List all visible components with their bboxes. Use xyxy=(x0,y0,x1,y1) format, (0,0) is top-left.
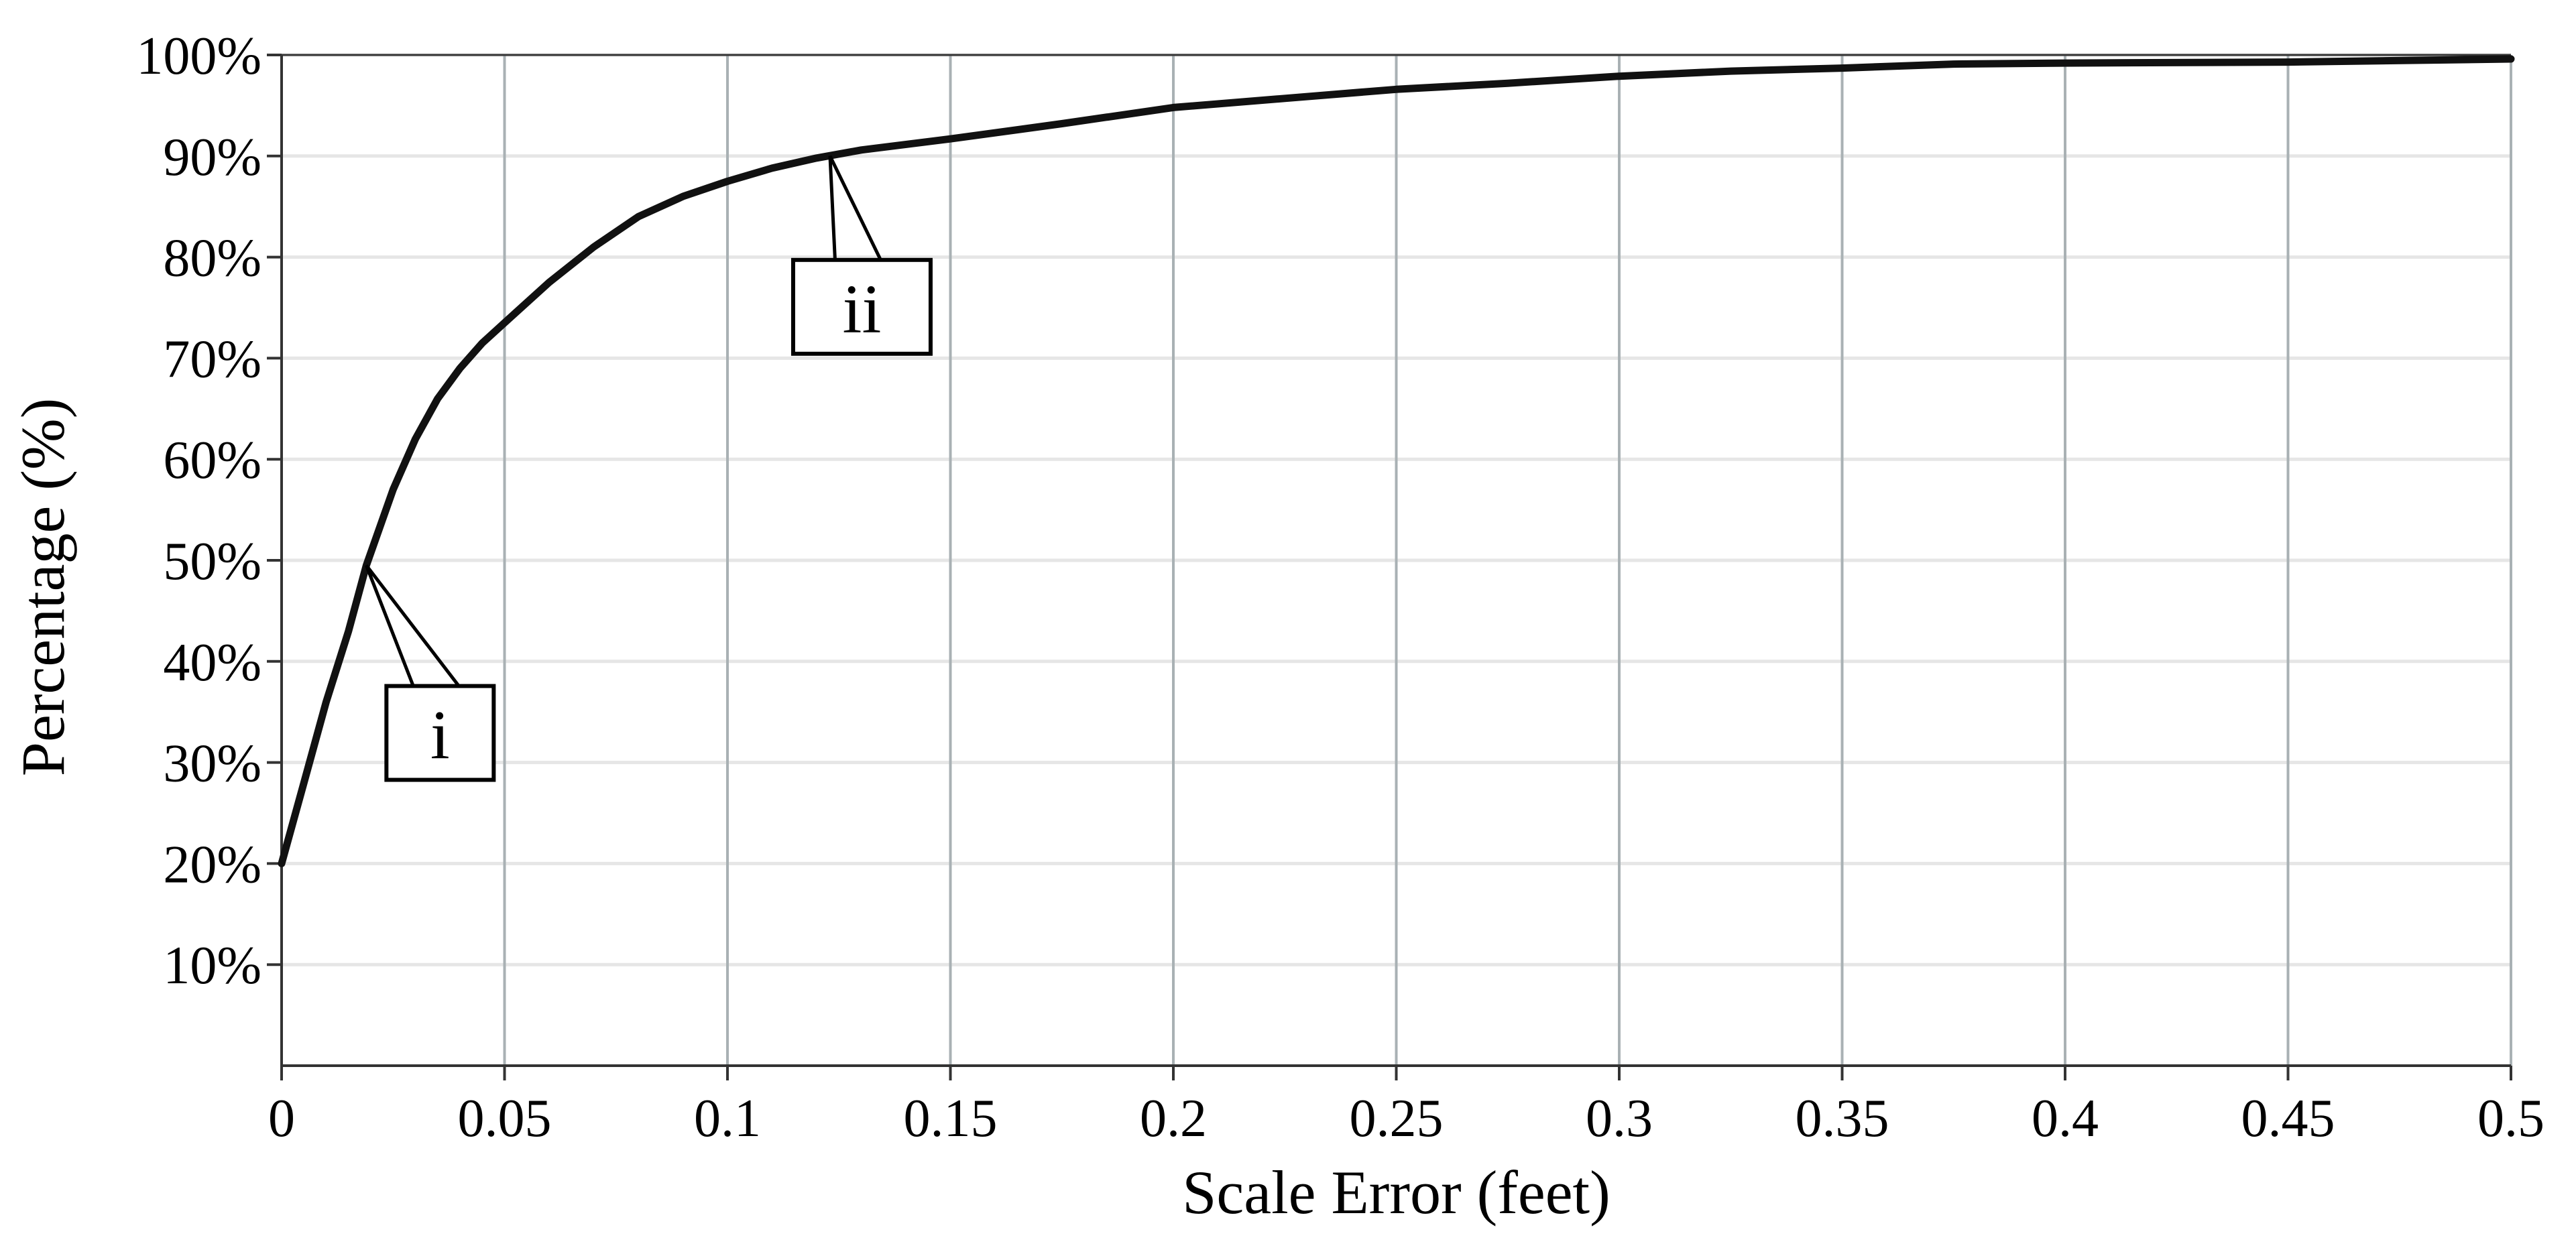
tick-labels: 10% 20% 30% 40% 50% 60% 70% 80% 90% 100% 0 0.05 0.1 0… xyxy=(136,27,2544,1148)
x-tick-label: 0.2 xyxy=(1140,1089,1207,1148)
x-tick-label: 0.1 xyxy=(694,1089,761,1148)
y-tick-label: 20% xyxy=(163,835,261,894)
y-tick-label: 60% xyxy=(163,431,261,490)
annotation-pointer xyxy=(365,564,461,688)
annotation-pointer xyxy=(828,155,882,261)
y-tick-label: 100% xyxy=(136,27,261,86)
y-tick-label: 80% xyxy=(163,229,261,288)
x-axis-title: Scale Error (feet) xyxy=(1182,1158,1610,1227)
y-tick-label: 90% xyxy=(163,128,261,187)
x-tick-label: 0.4 xyxy=(2032,1089,2099,1148)
y-tick-label: 70% xyxy=(163,330,261,389)
annotation-box xyxy=(384,684,496,782)
x-tick-label: 0.25 xyxy=(1350,1089,1444,1148)
y-tick-label: 40% xyxy=(163,633,261,692)
x-tick-label: 0.15 xyxy=(904,1089,998,1148)
y-tick-label: 50% xyxy=(163,532,261,591)
annotation-label: i xyxy=(430,697,450,774)
x-tick-label: 0 xyxy=(268,1089,295,1148)
annotation-label: ii xyxy=(843,271,882,348)
axes xyxy=(267,54,2512,1080)
gridlines xyxy=(282,53,2512,1066)
x-tick-label: 0.5 xyxy=(2477,1089,2544,1148)
annotations: iii xyxy=(365,155,933,782)
x-tick-label: 0.3 xyxy=(1586,1089,1653,1148)
annotation-box xyxy=(791,257,933,356)
x-tick-label: 0.35 xyxy=(1796,1089,1889,1148)
cumulative-line xyxy=(278,55,2515,867)
y-axis-title: Percentage (%) xyxy=(9,398,77,776)
y-tick-label: 30% xyxy=(163,735,261,794)
x-tick-label: 0.45 xyxy=(2241,1089,2335,1148)
x-tick-label: 0.05 xyxy=(458,1089,552,1148)
y-tick-label: 10% xyxy=(163,936,261,995)
series-layer xyxy=(278,55,2515,867)
